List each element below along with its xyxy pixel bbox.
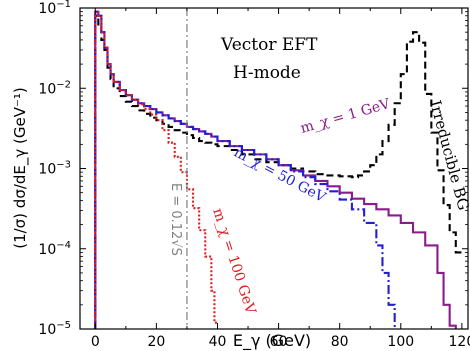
series-layer [94,10,462,329]
annotation-model: Vector EFT [220,35,318,55]
y-tick-label: 10−4 [38,240,71,258]
annotation-mx1: m_χ = 1 GeV [299,96,393,137]
x-tick-label: 80 [331,334,349,350]
annotation-mx100: m_χ = 100 GeV [209,206,259,317]
x-tick-label: 40 [209,334,227,350]
annotation-cut: E = 0.12√S [168,183,183,256]
y-axis-label: (1/σ) dσ/dE_γ (GeV⁻¹) [11,87,30,249]
x-tick-label: 60 [270,334,288,350]
annotation-mode: H-mode [233,63,301,83]
y-tick-label: 10−5 [38,320,71,338]
y-tick-label: 10−1 [38,0,71,17]
x-tick-label: 0 [91,334,100,350]
series-m-100-gev [94,10,218,329]
annotation-bg: Irreducible BG [426,98,470,212]
x-tick-label: 100 [387,334,414,350]
x-axis-label: E_γ (GeV) [233,331,311,351]
y-tick-label: 10−3 [38,160,71,178]
x-tick-label: 20 [147,334,165,350]
x-tick-label: 120 [449,334,470,350]
y-tick-label: 10−2 [38,79,71,97]
tick-layer: 0 20 40 60 80 100 120 10−5 10−4 10−3 10−2 10−1 [38,0,470,350]
